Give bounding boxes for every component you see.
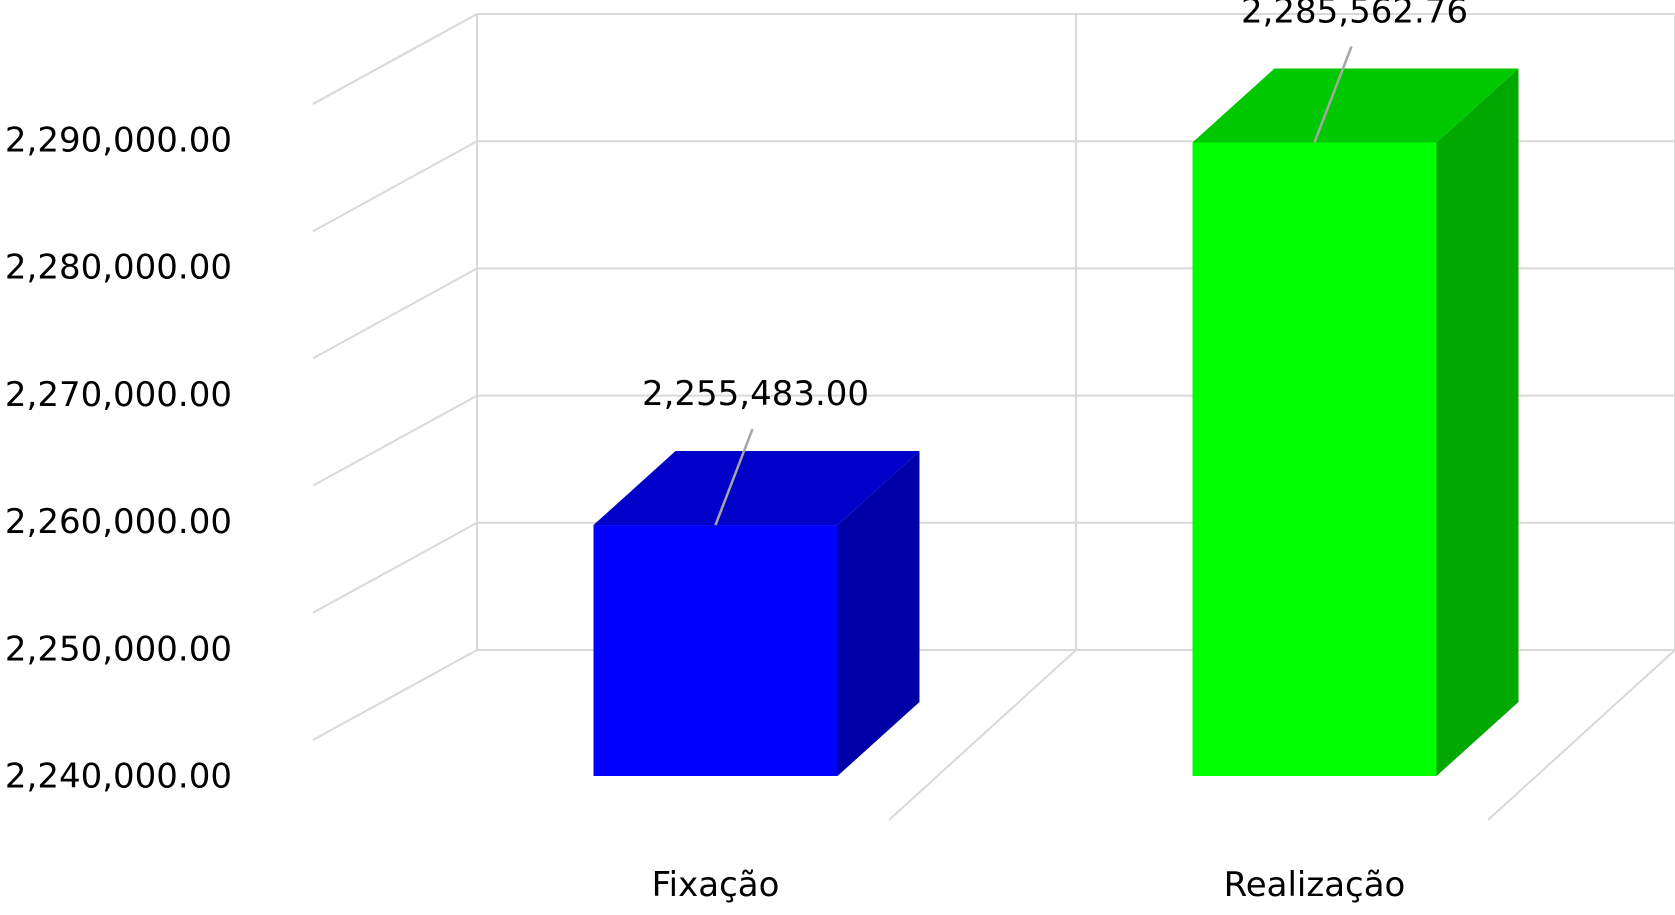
- gridline-side: [312, 13, 478, 105]
- y-axis-ticks: 2,240,000.00 2,250,000.00 2,260,000.00 2,27…: [5, 121, 232, 797]
- gridline-side: [312, 140, 478, 233]
- data-label: 2,255,483.00: [642, 374, 869, 414]
- y-tick-label: 2,280,000.00: [5, 248, 232, 288]
- y-tick-label: 2,260,000.00: [5, 502, 232, 542]
- bar-top: [593, 451, 920, 526]
- bar-front: [593, 525, 838, 776]
- gridlines: [312, 13, 1675, 821]
- y-tick-label: 2,250,000.00: [5, 629, 232, 669]
- y-tick-label: 2,240,000.00: [5, 757, 232, 797]
- bar-side: [837, 451, 920, 776]
- gridline-side: [312, 394, 478, 487]
- bar-top: [1192, 68, 1519, 143]
- gridline-side: [312, 521, 478, 614]
- bars: [593, 68, 1519, 776]
- y-tick-label: 2,270,000.00: [5, 375, 232, 415]
- bar-side: [1436, 68, 1519, 776]
- gridline-side: [312, 649, 478, 741]
- x-category-label: Fixação: [652, 865, 780, 905]
- x-axis-categories: Fixação Realização: [652, 865, 1406, 905]
- y-tick-label: 2,290,000.00: [5, 121, 232, 161]
- data-label-leader: [714, 428, 754, 526]
- data-labels: 2,255,483.00 2,285,562.76: [642, 0, 1468, 526]
- bar-front: [1192, 142, 1437, 776]
- data-label: 2,285,562.76: [1241, 0, 1468, 31]
- data-label-leader: [1313, 45, 1353, 143]
- gridline-floor: [888, 649, 1077, 821]
- gridline-side: [312, 267, 478, 360]
- gridline-floor: [1487, 649, 1675, 821]
- x-category-label: Realização: [1224, 865, 1406, 905]
